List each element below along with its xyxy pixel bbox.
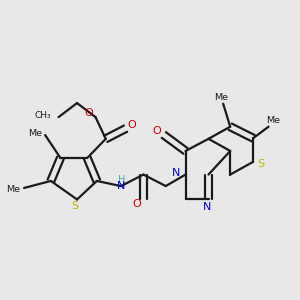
Text: N: N: [171, 168, 180, 178]
Text: N: N: [203, 202, 211, 212]
Text: O: O: [133, 199, 141, 208]
Text: N: N: [117, 181, 125, 191]
Text: O: O: [152, 126, 161, 136]
Text: CH₃: CH₃: [35, 111, 52, 120]
Text: Me: Me: [6, 185, 20, 194]
Text: H: H: [118, 175, 125, 185]
Text: Me: Me: [28, 129, 42, 138]
Text: S: S: [72, 202, 79, 212]
Text: S: S: [258, 159, 265, 170]
Text: O: O: [84, 108, 93, 118]
Text: O: O: [127, 120, 136, 130]
Text: Me: Me: [214, 93, 229, 102]
Text: Me: Me: [266, 116, 280, 125]
